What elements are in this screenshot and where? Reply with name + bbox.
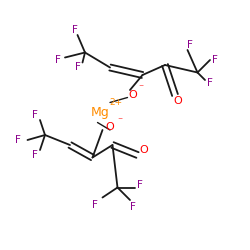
Text: ⁻: ⁻ xyxy=(118,116,122,126)
Text: F: F xyxy=(130,202,136,212)
Text: O: O xyxy=(173,96,182,106)
Text: F: F xyxy=(137,180,143,190)
Text: 2+: 2+ xyxy=(110,98,123,107)
Text: F: F xyxy=(92,200,98,210)
Text: F: F xyxy=(14,135,20,145)
Text: F: F xyxy=(207,78,213,88)
Text: ⁻: ⁻ xyxy=(139,84,144,94)
Text: F: F xyxy=(74,62,80,72)
Text: O: O xyxy=(106,122,114,132)
Text: O: O xyxy=(128,90,137,100)
Text: F: F xyxy=(32,150,38,160)
Text: F: F xyxy=(32,110,38,120)
Text: F: F xyxy=(212,55,218,65)
Text: Mg: Mg xyxy=(90,106,110,119)
Text: F: F xyxy=(187,40,193,50)
Text: F: F xyxy=(72,25,78,35)
Text: F: F xyxy=(54,55,60,65)
Text: O: O xyxy=(140,145,148,155)
